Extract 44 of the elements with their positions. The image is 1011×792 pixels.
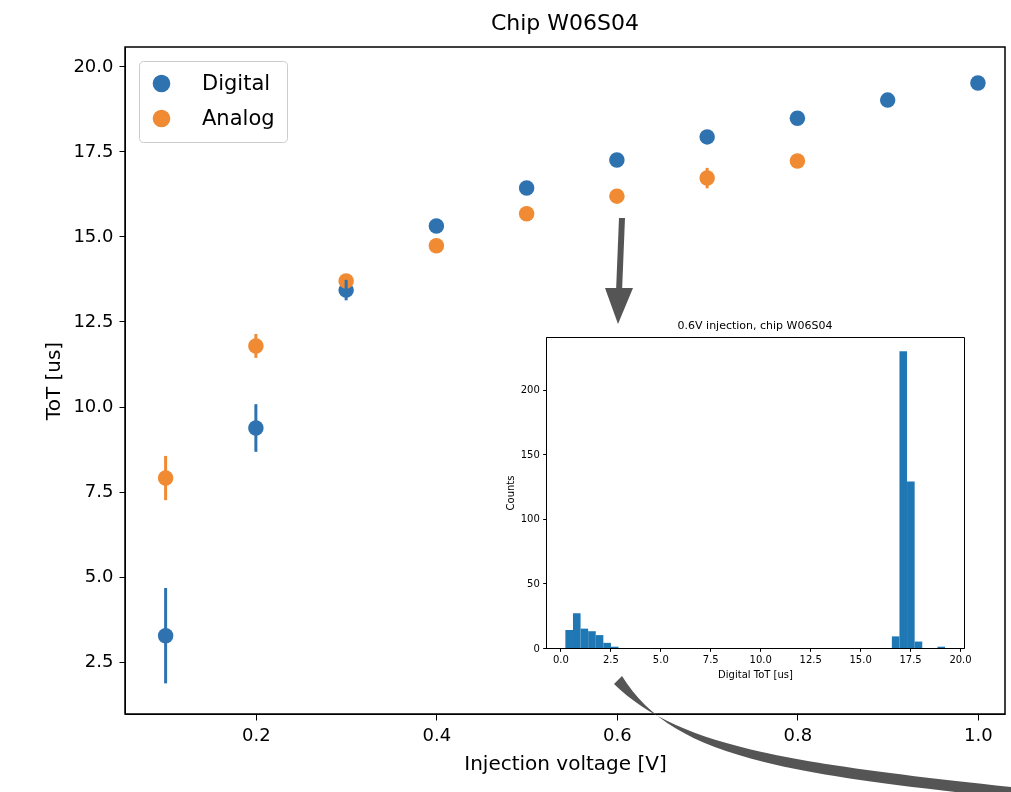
x-tick-label: 10.0 xyxy=(749,654,772,666)
legend-label: Analog xyxy=(202,105,275,130)
x-tick-label: 0.8 xyxy=(783,723,813,745)
point xyxy=(609,152,625,168)
x-axis-title: Digital ToT [us] xyxy=(718,669,793,681)
x-tick-label: 20.0 xyxy=(949,654,972,666)
y-tick-label: 100 xyxy=(520,513,540,525)
point xyxy=(699,129,715,145)
point xyxy=(789,110,806,126)
point xyxy=(879,92,896,108)
y-axis-title: ToT [us] xyxy=(41,341,66,422)
y-tick-label: 15.0 xyxy=(73,224,114,246)
x-tick-label: 2.5 xyxy=(602,654,619,666)
y-axis-title: Counts xyxy=(504,475,516,511)
x-tick-label: 0.4 xyxy=(422,723,452,745)
point xyxy=(970,75,986,91)
y-tick-label: 0 xyxy=(533,642,540,654)
x-axis-title: Injection voltage [V] xyxy=(464,750,667,775)
y-tick-label: 10.0 xyxy=(73,395,114,417)
point xyxy=(428,218,445,234)
point xyxy=(428,238,445,254)
x-tick-label: 15.0 xyxy=(849,654,872,666)
x-tick-label: 5.0 xyxy=(652,654,669,666)
y-tick-label: 200 xyxy=(520,384,540,396)
y-tick-label: 5.0 xyxy=(84,565,114,587)
x-tick-label: 0.0 xyxy=(552,654,569,666)
point xyxy=(518,180,535,196)
y-tick-label: 7.5 xyxy=(84,480,114,502)
y-tick-label: 17.5 xyxy=(73,139,114,161)
y-tick-label: 50 xyxy=(527,577,540,589)
x-tick-label: 7.5 xyxy=(702,654,719,666)
point xyxy=(518,206,535,222)
point xyxy=(609,188,625,204)
chart-title: 0.6V injection, chip W06S04 xyxy=(677,319,833,332)
chart-title: Chip W06S04 xyxy=(490,10,640,35)
y-tick-label: 20.0 xyxy=(73,54,114,76)
x-tick-label: 1.0 xyxy=(964,723,993,745)
y-tick-label: 150 xyxy=(520,448,540,460)
legend-label: Digital xyxy=(202,70,271,95)
x-tick-label: 17.5 xyxy=(899,654,922,666)
y-tick-label: 12.5 xyxy=(73,309,114,331)
x-tick-label: 0.2 xyxy=(242,723,271,745)
x-tick-label: 12.5 xyxy=(799,654,822,666)
x-tick-label: 0.6 xyxy=(603,723,632,745)
